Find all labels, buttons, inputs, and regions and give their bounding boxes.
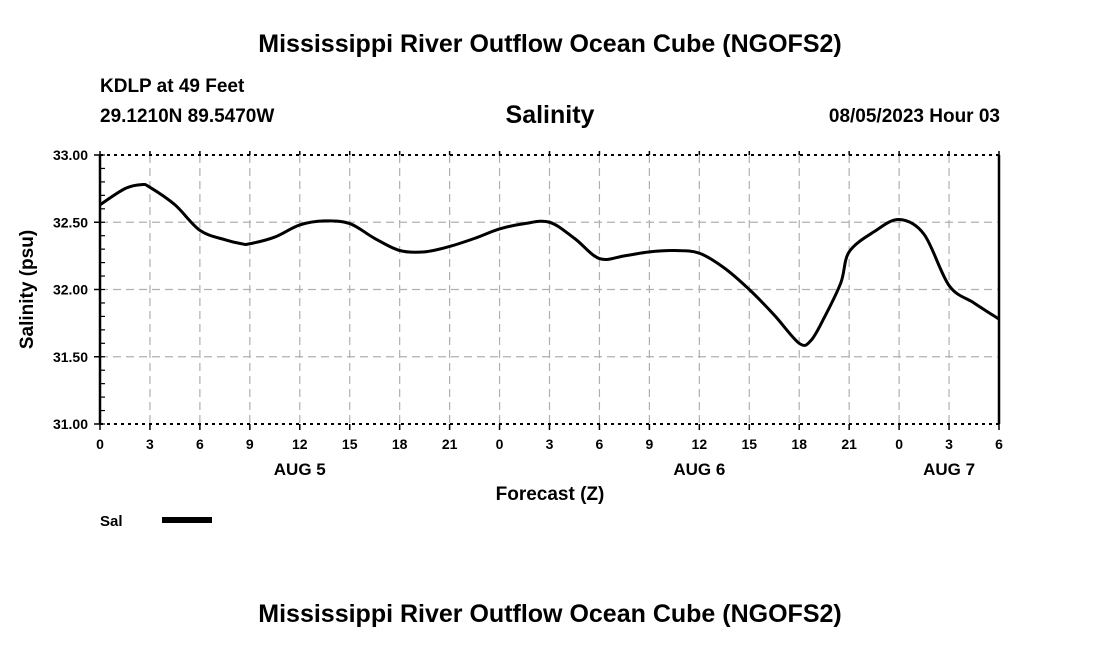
x-tick-label: 0 [895, 436, 903, 452]
x-tick-label: 9 [645, 436, 653, 452]
x-tick-label: 12 [292, 436, 308, 452]
x-axis-label: Forecast (Z) [496, 484, 605, 505]
y-tick-label: 32.00 [53, 282, 88, 298]
x-tick-label: 6 [995, 436, 1003, 452]
x-tick-label: 21 [442, 436, 458, 452]
chart-title: Salinity [505, 101, 595, 129]
x-tick-label: 3 [945, 436, 953, 452]
y-tick-label: 33.00 [53, 147, 88, 163]
x-tick-label: 18 [392, 436, 408, 452]
day-label: AUG 6 [673, 460, 725, 479]
x-tick-label: 15 [342, 436, 358, 452]
x-tick-label: 0 [496, 436, 504, 452]
x-tick-label: 12 [692, 436, 708, 452]
x-tick-label: 15 [741, 436, 757, 452]
y-tick-label: 31.50 [53, 349, 88, 365]
x-tick-label: 3 [546, 436, 554, 452]
y-tick-label: 31.00 [53, 416, 88, 432]
day-label: AUG 5 [274, 460, 326, 479]
y-tick-label: 32.50 [53, 214, 88, 230]
x-tick-label: 0 [96, 436, 104, 452]
footer-title: Mississippi River Outflow Ocean Cube (NG… [258, 600, 842, 628]
x-tick-label: 21 [841, 436, 857, 452]
main-title: Mississippi River Outflow Ocean Cube (NG… [258, 30, 842, 58]
location-label: 29.1210N 89.5470W [100, 106, 275, 127]
x-tick-label: 6 [196, 436, 204, 452]
x-tick-label: 9 [246, 436, 254, 452]
x-tick-label: 6 [596, 436, 604, 452]
y-axis-label: Salinity (psu) [17, 230, 38, 349]
station-label: KDLP at 49 Feet [100, 76, 245, 97]
day-label: AUG 7 [923, 460, 975, 479]
date-label: 08/05/2023 Hour 03 [828, 106, 1000, 127]
x-tick-label: 18 [791, 436, 807, 452]
legend-label: Sal [100, 513, 123, 530]
x-tick-label: 3 [146, 436, 154, 452]
series-line-sal [99, 182, 1000, 347]
